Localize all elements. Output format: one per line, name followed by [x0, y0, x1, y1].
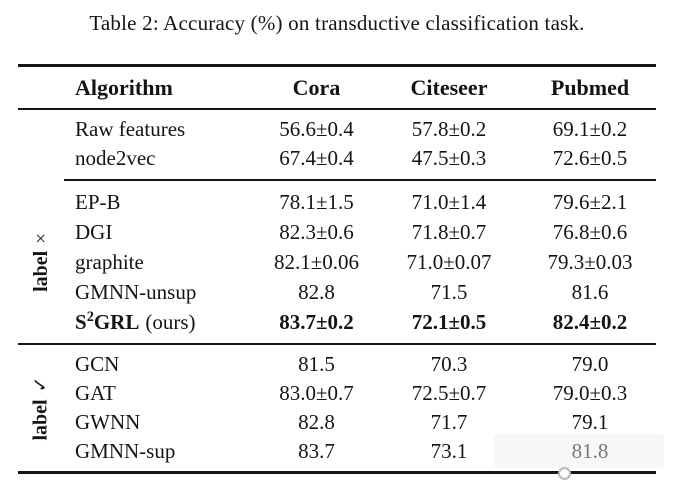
algorithm-name: Raw features — [75, 117, 186, 141]
citeseer-value: 70.3 — [430, 352, 468, 376]
cora-value: 56.6±0.4 — [279, 117, 354, 141]
column-header-citeseer: Citeseer — [410, 74, 488, 100]
table-row: node2vec 67.4±0.4 47.5±0.3 72.6±0.5 — [18, 144, 656, 173]
cora-value: 81.5 — [298, 352, 335, 376]
table-bottom-rule — [18, 471, 656, 474]
table-row: GWNN 82.8 71.7 79.1 — [18, 408, 656, 437]
cora-value: 82.8 — [298, 410, 335, 434]
citeseer-value: 71.8±0.7 — [411, 219, 487, 244]
algorithm-name-ours: S2GRL (ours) — [75, 309, 196, 334]
pubmed-value: 79.1 — [571, 410, 609, 434]
group-label-word: label — [29, 398, 52, 441]
group-label-no-labels: label × — [18, 181, 64, 343]
algorithm-name: node2vec — [75, 146, 156, 170]
cora-value: 82.8 — [298, 279, 335, 304]
ours-suffix: (ours) — [145, 310, 196, 334]
table-caption: Table 2: Accuracy (%) on transductive cl… — [89, 11, 585, 35]
algorithm-name: DGI — [75, 219, 113, 244]
section-label-yes: label ✓ GCN 81.5 70.3 79.0 GAT 83.0±0.7 7… — [18, 345, 656, 471]
pubmed-value: 79.6±2.1 — [552, 189, 628, 214]
table-row: graphite 82.1±0.06 71.0±0.07 79.3±0.03 — [18, 247, 656, 277]
algorithm-name: graphite — [75, 249, 144, 274]
column-header-cora: Cora — [292, 74, 341, 100]
cora-value: 83.7 — [298, 439, 335, 463]
superscript-2: 2 — [86, 309, 94, 325]
cora-value: 82.1±0.06 — [273, 249, 360, 274]
algorithm-name: GCN — [75, 352, 120, 376]
algorithm-name: GMNN-sup — [75, 439, 176, 463]
citeseer-value: 71.0±0.07 — [406, 249, 492, 274]
algorithm-name: GAT — [75, 381, 116, 405]
pubmed-value: 81.8 — [571, 439, 609, 463]
header-rule — [18, 108, 656, 110]
table-top-rule — [18, 64, 656, 67]
cora-value: 83.0±0.7 — [279, 381, 354, 405]
citeseer-value: 73.1 — [430, 439, 468, 463]
pubmed-value: 76.8±0.6 — [552, 219, 628, 244]
citeseer-value: 72.5±0.7 — [411, 381, 487, 405]
algorithm-name: GWNN — [75, 410, 141, 434]
table-row: GMNN-sup 83.7 73.1 81.8 — [18, 437, 656, 466]
table-row: GCN 81.5 70.3 79.0 — [18, 350, 656, 379]
group-label-word: label — [29, 250, 52, 292]
group-label-with-labels: label ✓ — [18, 345, 64, 471]
citeseer-value: 47.5±0.3 — [411, 146, 487, 170]
results-table: Algorithm Cora Citeseer Pubmed Raw featu… — [18, 64, 656, 474]
check-symbol: ✓ — [30, 375, 52, 392]
table-row: EP-B 78.1±1.5 71.0±1.4 79.6±2.1 — [18, 187, 656, 217]
citeseer-value: 71.7 — [430, 410, 468, 434]
citeseer-value: 71.5 — [430, 279, 468, 304]
table-header-row: Algorithm Cora Citeseer Pubmed — [18, 67, 656, 108]
table-row: Raw features 56.6±0.4 57.8±0.2 69.1±0.2 — [18, 115, 656, 144]
section-divider-rule — [18, 343, 656, 345]
pubmed-value: 79.3±0.03 — [547, 249, 633, 274]
pubmed-value: 82.4±0.2 — [552, 309, 628, 334]
citeseer-value: 57.8±0.2 — [411, 117, 487, 141]
column-header-algorithm: Algorithm — [75, 74, 173, 100]
citeseer-value: 71.0±1.4 — [411, 189, 487, 214]
cora-value: 78.1±1.5 — [279, 189, 354, 214]
section-label-no: label × EP-B 78.1±1.5 71.0±1.4 79.6±2.1 D… — [18, 181, 656, 343]
section-baselines: Raw features 56.6±0.4 57.8±0.2 69.1±0.2 … — [18, 110, 656, 179]
table-row: GAT 83.0±0.7 72.5±0.7 79.0±0.3 — [18, 379, 656, 408]
citeseer-value: 72.1±0.5 — [411, 309, 487, 334]
algorithm-name: EP-B — [75, 189, 121, 214]
algorithm-name: GMNN-unsup — [75, 279, 197, 304]
table-row: GMNN-unsup 82.8 71.5 81.6 — [18, 277, 656, 307]
cora-value: 83.7±0.2 — [279, 309, 354, 334]
section-divider-rule — [64, 179, 656, 181]
pubmed-value: 69.1±0.2 — [552, 117, 628, 141]
cora-value: 82.3±0.6 — [279, 219, 354, 244]
pubmed-value: 79.0±0.3 — [552, 381, 628, 405]
cross-symbol: × — [30, 232, 52, 244]
pubmed-value: 81.6 — [571, 279, 609, 304]
cora-value: 67.4±0.4 — [279, 146, 354, 170]
pubmed-value: 79.0 — [571, 352, 609, 376]
column-header-pubmed: Pubmed — [550, 74, 630, 100]
pubmed-value: 72.6±0.5 — [552, 146, 628, 170]
table-row-ours: S2GRL (ours) 83.7±0.2 72.1±0.5 82.4±0.2 — [18, 307, 656, 337]
table-row: DGI 82.3±0.6 71.8±0.7 76.8±0.6 — [18, 217, 656, 247]
